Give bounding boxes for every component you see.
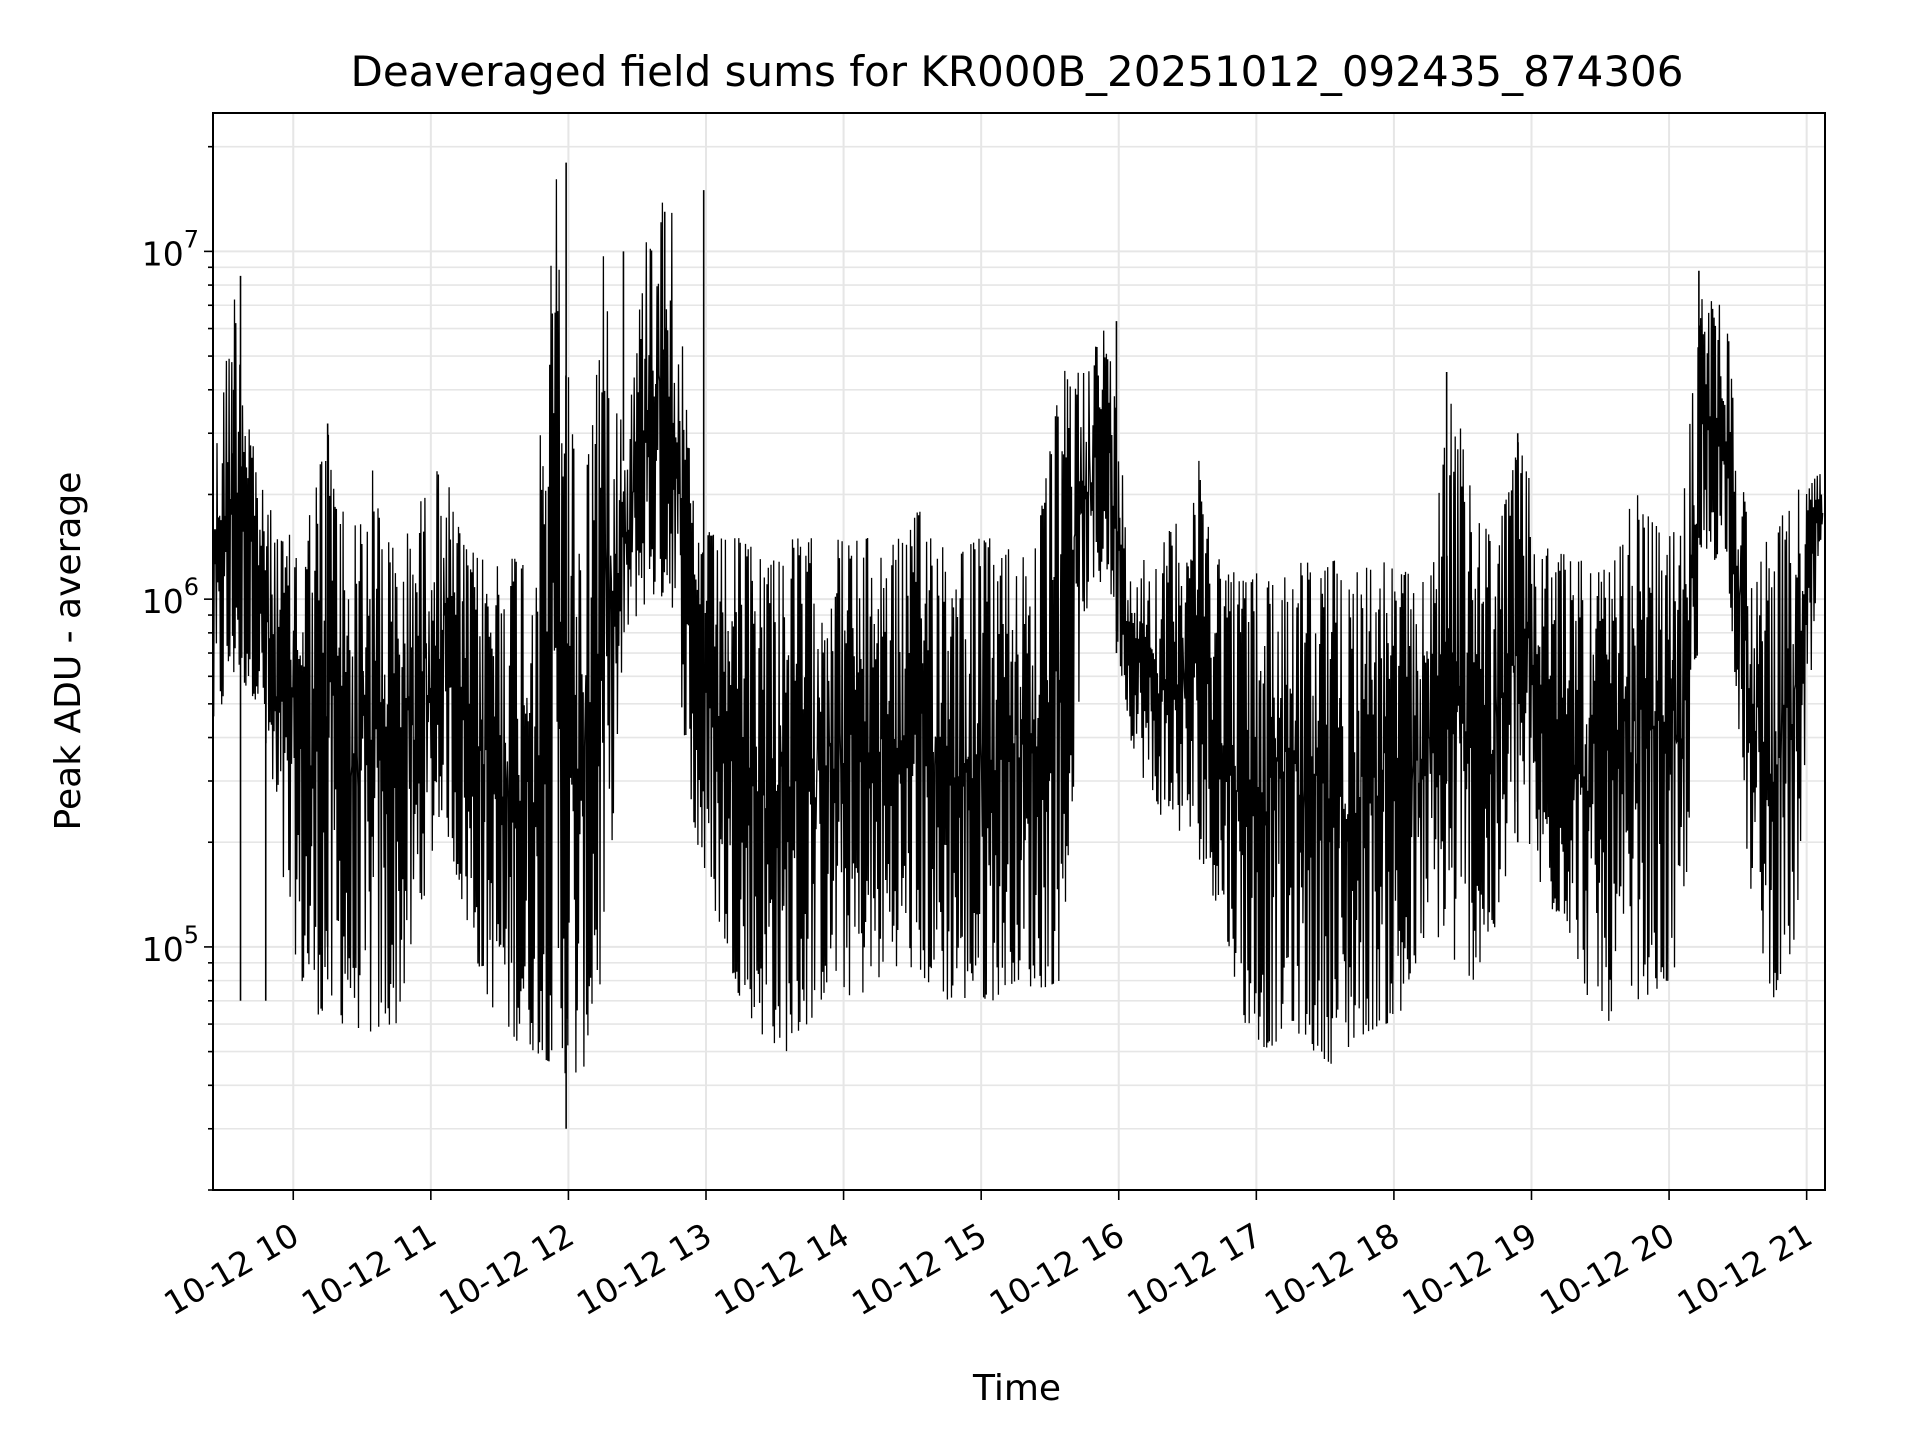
x-tick-label: 10-12 11: [295, 1215, 443, 1323]
x-tick-label: 10-12 15: [845, 1215, 993, 1323]
data-layer: [212, 162, 1824, 1129]
x-tick-label: 10-12 13: [570, 1215, 718, 1323]
y-tick-label: 107: [142, 225, 199, 273]
x-tick-label: 10-12 20: [1533, 1215, 1681, 1323]
chart-title: Deaveraged field sums for KR000B_2025101…: [351, 47, 1684, 96]
x-tick-label: 10-12 19: [1395, 1215, 1543, 1323]
x-tick-label: 10-12 18: [1258, 1215, 1406, 1323]
x-tick-label: 10-12 12: [432, 1215, 580, 1323]
plot-frame: [212, 112, 1826, 1191]
series-line: [212, 179, 1824, 1074]
x-tick-label: 10-12 21: [1671, 1215, 1819, 1323]
y-tick-label: 105: [142, 921, 199, 969]
x-tick-label: 10-12 10: [157, 1215, 305, 1323]
x-tick-label: 10-12 16: [983, 1215, 1131, 1323]
x-tick-label: 10-12 14: [708, 1215, 856, 1323]
y-tick-label: 106: [142, 573, 199, 621]
y-axis-label: Peak ADU - average: [48, 472, 89, 831]
x-tick-label: 10-12 17: [1120, 1215, 1268, 1323]
x-axis-label: Time: [972, 1368, 1061, 1409]
